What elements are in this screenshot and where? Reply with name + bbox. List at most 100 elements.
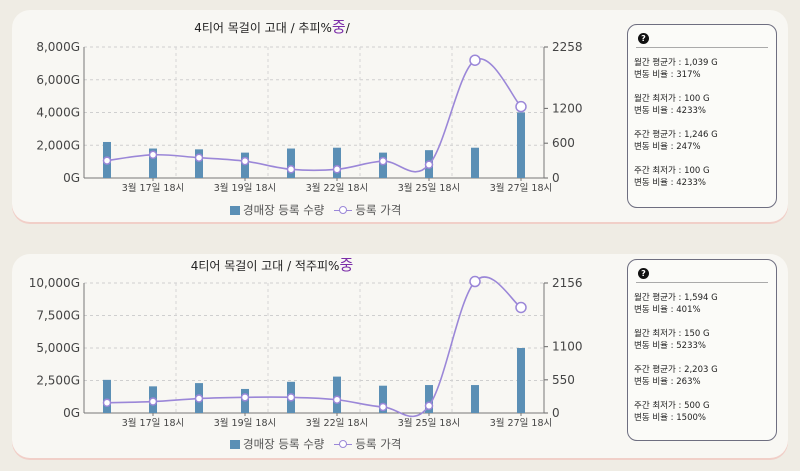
stats-panel: ? 월간 평균가 : 1,039 G 변동 비율 : 317% 월간 최저가 : … [627, 24, 777, 208]
right-axis-tick-label: 0 [552, 406, 560, 420]
left-axis-tick-label: 5,000G [36, 341, 80, 355]
stat-line: 월간 평균가 : 1,039 G [634, 58, 718, 68]
line-point [286, 393, 296, 402]
legend-label: 등록 가격 [355, 203, 402, 217]
line-swatch-icon [334, 205, 353, 215]
stat-line: 월간 평균가 : 1,594 G [634, 293, 718, 303]
stat-line: 변동 비율 : 5233% [634, 341, 706, 351]
left-axis-tick-label: 7,500G [36, 309, 80, 323]
legend-label: 경매장 등록 수량 [243, 437, 325, 451]
stat-line: 변동 비율 : 263% [634, 377, 701, 387]
chart-title-text: 4티어 목걸이 고대 / 추피% [194, 21, 332, 35]
line-point [194, 153, 204, 162]
right-axis-tick-label: 2258 [552, 40, 583, 54]
left-axis-tick-label: 8,000G [36, 40, 80, 54]
question-icon[interactable]: ? [638, 268, 649, 279]
stat-line: 변동 비율 : 1500% [634, 413, 706, 423]
bar [471, 147, 479, 178]
line-point [102, 156, 112, 165]
chart-legend[interactable]: 경매장 등록 수량 등록 가격 [230, 202, 405, 218]
line-point [469, 54, 481, 66]
bar [333, 376, 341, 413]
chart-title-suffix: / [345, 21, 350, 35]
bar [471, 385, 479, 413]
line-point [332, 395, 342, 404]
line-swatch-icon [334, 439, 353, 449]
stat-block-monthly-avg: 월간 평균가 : 1,039 G 변동 비율 : 317% [634, 57, 718, 81]
bar [195, 149, 203, 178]
line-point [515, 100, 527, 113]
chart-plot: 0G 2,000G 4,000G 6,000G 8,000G 0 600 1200 2258 3월… [36, 40, 583, 194]
right-axis-tick-label: 550 [552, 373, 575, 387]
left-axis-tick-label: 0G [63, 406, 80, 420]
right-axis-tick-label: 2156 [552, 276, 583, 290]
line-point [469, 275, 481, 288]
legend-item-price[interactable]: 등록 가격 [334, 202, 401, 218]
legend-label: 등록 가격 [355, 437, 402, 451]
stat-line: 월간 최저가 : 100 G [634, 94, 710, 104]
line-point [194, 394, 204, 403]
right-axis-tick-label: 0 [552, 171, 560, 185]
bar [333, 147, 341, 178]
stat-line: 주간 최저가 : 100 G [634, 166, 710, 176]
left-axis-tick-label: 2,000G [36, 138, 80, 152]
line-point [424, 160, 434, 169]
left-axis-tick-label: 10,000G [29, 276, 80, 290]
line-point [148, 397, 158, 406]
chart-title: 4티어 목걸이 고대 / 적주피%중 [12, 254, 532, 275]
chart-title: 4티어 목걸이 고대 / 추피%중/ [12, 16, 532, 37]
legend-item-quantity[interactable]: 경매장 등록 수량 [230, 202, 324, 218]
bar [517, 348, 525, 413]
line-point [102, 398, 112, 407]
x-axis-tick-label: 3월 19일 18시 [214, 182, 276, 194]
x-axis-tick-label: 3월 27일 18시 [490, 417, 552, 429]
x-axis-tick-label: 3월 17일 18시 [122, 182, 184, 194]
divider [636, 282, 768, 283]
left-axis-tick-label: 4,000G [36, 106, 80, 120]
chart-legend[interactable]: 경매장 등록 수량 등록 가격 [230, 436, 405, 452]
bar [103, 379, 111, 413]
x-axis-tick-label: 3월 27일 18시 [490, 182, 552, 194]
stat-block-monthly-min: 월간 최저가 : 150 G 변동 비율 : 5233% [634, 328, 718, 352]
x-axis-tick-label: 3월 19일 18시 [214, 417, 276, 429]
bar [379, 385, 387, 413]
line-point [378, 156, 388, 166]
chart-title-text: 4티어 목걸이 고대 / 적주피% [190, 259, 340, 273]
bar [149, 148, 157, 178]
stat-block-weekly-min: 주간 최저가 : 100 G 변동 비율 : 4233% [634, 165, 718, 189]
bar [517, 112, 525, 178]
stats-panel: ? 월간 평균가 : 1,594 G 변동 비율 : 401% 월간 최저가 : … [627, 259, 777, 441]
x-axis-tick-label: 3월 25일 18시 [398, 182, 460, 194]
legend-label: 경매장 등록 수량 [243, 203, 325, 217]
legend-item-quantity[interactable]: 경매장 등록 수량 [230, 436, 324, 452]
legend-item-price[interactable]: 등록 가격 [334, 436, 401, 452]
x-axis-tick-label: 3월 22일 18시 [306, 182, 368, 194]
stat-block-monthly-avg: 월간 평균가 : 1,594 G 변동 비율 : 401% [634, 292, 718, 316]
price-line [106, 276, 522, 418]
right-axis-tick-label: 1100 [552, 340, 583, 354]
line-point [286, 165, 296, 174]
bar [287, 148, 295, 178]
chart-card-1: 4티어 목걸이 고대 / 추피%중/ 0G 2,000G 4,000G 6,000G 8… [12, 10, 788, 222]
line-point [148, 150, 158, 160]
stat-block-weekly-avg: 주간 평균가 : 2,203 G 변동 비율 : 263% [634, 364, 718, 388]
stat-block-weekly-min: 주간 최저가 : 500 G 변동 비율 : 1500% [634, 400, 718, 424]
line-point [515, 301, 527, 314]
divider [636, 47, 768, 48]
stat-line: 주간 평균가 : 2,203 G [634, 365, 718, 375]
left-axis-tick-label: 2,500G [36, 374, 80, 388]
right-axis-tick-label: 1200 [552, 101, 583, 115]
stat-line: 변동 비율 : 401% [634, 305, 701, 315]
left-axis-tick-label: 6,000G [36, 73, 80, 87]
line-point [240, 156, 250, 166]
chart-title-emphasis: 중 [331, 18, 346, 36]
line-point [240, 393, 250, 402]
chart-card-2: 4티어 목걸이 고대 / 적주피%중 0G 2,500G 5,000G 7,500G 1… [12, 254, 788, 458]
stat-block-monthly-min: 월간 최저가 : 100 G 변동 비율 : 4233% [634, 93, 718, 117]
bar-swatch-icon [230, 439, 240, 449]
line-point [378, 402, 388, 412]
stat-line: 주간 최저가 : 500 G [634, 401, 710, 411]
stat-line: 변동 비율 : 247% [634, 142, 701, 152]
question-icon[interactable]: ? [638, 33, 649, 44]
chart-plot: 0G 2,500G 5,000G 7,500G 10,000G 0 550 1100 2156 3… [29, 275, 583, 429]
